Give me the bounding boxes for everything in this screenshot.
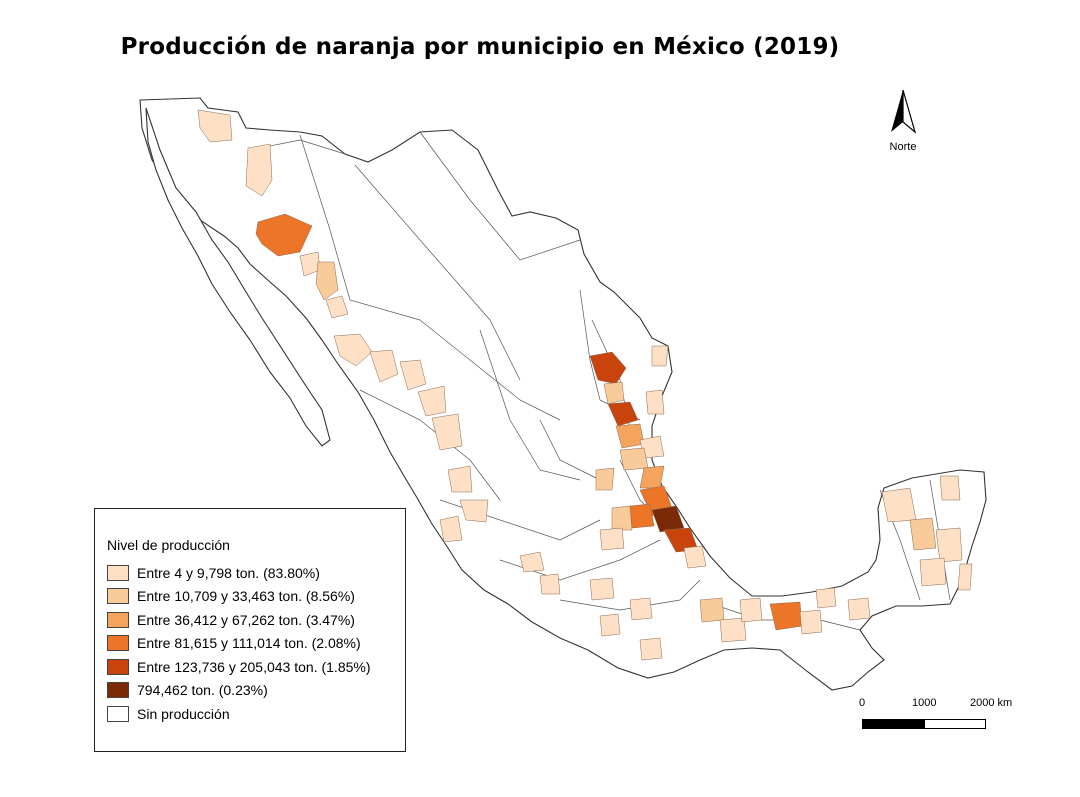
legend-label: Entre 123,736 y 205,043 ton. (1.85%) (137, 658, 371, 675)
legend-label: Entre 4 y 9,798 ton. (83.80%) (137, 564, 320, 581)
legend-item: Entre 123,736 y 205,043 ton. (1.85%) (107, 655, 405, 679)
legend-swatch (107, 705, 129, 722)
legend-title: Nivel de producción (107, 537, 230, 553)
municipalities (197, 109, 973, 661)
legend-item: Sin producción (107, 702, 405, 726)
legend-swatch (107, 658, 129, 675)
legend-swatch (107, 564, 129, 581)
legend-swatch (107, 588, 129, 605)
baja-california (145, 107, 331, 447)
legend-swatch (107, 611, 129, 628)
scale-bar: 0 1000 2000 km (856, 697, 1026, 737)
mexico-mainland (139, 97, 987, 691)
legend-swatch (107, 635, 129, 652)
scale-label-0: 0 (859, 697, 866, 709)
scale-label-2000: 2000 km (970, 697, 1013, 709)
legend-swatch (107, 682, 129, 699)
legend-label: Entre 36,412 y 67,262 ton. (3.47%) (137, 611, 355, 628)
legend-item: Entre 10,709 y 33,463 ton. (8.56%) (107, 585, 405, 609)
scale-label-1000: 1000 (912, 697, 937, 709)
legend-item: Entre 36,412 y 67,262 ton. (3.47%) (107, 608, 405, 632)
north-label: Norte (889, 141, 917, 153)
legend-item: Entre 81,615 y 111,014 ton. (2.08%) (107, 632, 405, 656)
legend-label: Entre 10,709 y 33,463 ton. (8.56%) (137, 588, 355, 605)
legend-label: Entre 81,615 y 111,014 ton. (2.08%) (137, 635, 361, 652)
north-arrow-icon (891, 89, 917, 134)
legend-item: 794,462 ton. (0.23%) (107, 679, 405, 703)
scale-segment-black (862, 719, 924, 729)
legend: Nivel de producción Entre 4 y 9,798 ton.… (94, 508, 406, 752)
scale-segment-white (924, 719, 986, 729)
map-title: Producción de naranja por municipio en M… (120, 34, 840, 60)
legend-label: 794,462 ton. (0.23%) (137, 682, 268, 699)
north-arrow: Norte (880, 88, 926, 153)
legend-item: Entre 4 y 9,798 ton. (83.80%) (107, 561, 405, 585)
legend-label: Sin producción (137, 705, 230, 722)
